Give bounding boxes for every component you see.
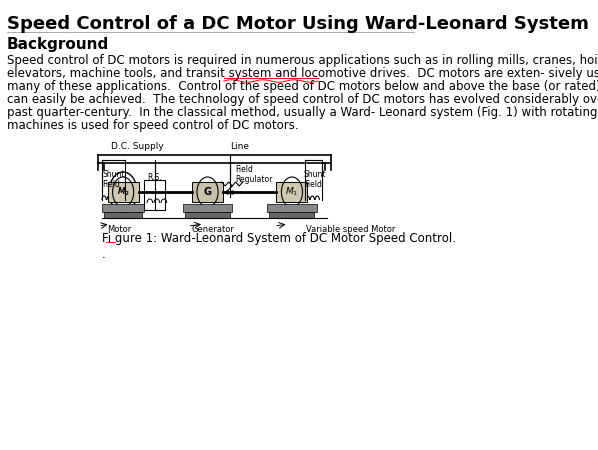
Bar xyxy=(108,182,139,202)
Text: .: . xyxy=(102,248,106,261)
Text: past quarter-century.  In the classical method, usually a Ward- Leonard system (: past quarter-century. In the classical m… xyxy=(7,106,597,119)
Text: Generator: Generator xyxy=(192,225,234,234)
Text: $M_2$: $M_2$ xyxy=(117,186,130,198)
Text: D.C. Supply: D.C. Supply xyxy=(111,142,164,151)
Text: Line: Line xyxy=(230,142,249,151)
Bar xyxy=(267,204,316,212)
Bar xyxy=(270,212,315,218)
Text: Motor: Motor xyxy=(108,225,132,234)
Bar xyxy=(104,212,142,218)
Text: Field
Regulator: Field Regulator xyxy=(236,165,273,184)
Text: R.S.: R.S. xyxy=(148,173,162,182)
Text: $M_2$: $M_2$ xyxy=(117,186,129,198)
Bar xyxy=(183,204,232,212)
Text: many of these applications.  Control of the speed of DC motors below and above t: many of these applications. Control of t… xyxy=(7,80,598,93)
Text: $M_1$: $M_1$ xyxy=(285,186,298,198)
Bar xyxy=(192,182,223,202)
Text: Variable speed Motor: Variable speed Motor xyxy=(306,225,395,234)
Bar xyxy=(276,182,307,202)
Bar xyxy=(144,180,165,210)
Text: can easily be achieved.  The technology of speed control of DC motors has evolve: can easily be achieved. The technology o… xyxy=(7,93,598,106)
Bar xyxy=(102,204,144,212)
Text: elevators, machine tools, and transit system and locomotive drives.  DC motors a: elevators, machine tools, and transit sy… xyxy=(7,67,598,80)
Text: Speed Control of a DC Motor Using Ward-Leonard System: Speed Control of a DC Motor Using Ward-L… xyxy=(7,15,589,33)
Text: Background: Background xyxy=(7,37,109,52)
Text: Shunt
Field: Shunt Field xyxy=(102,170,124,189)
Text: Shunt
Field: Shunt Field xyxy=(304,170,327,189)
Text: Fi gure 1: Ward-Leonard System of DC Motor Speed Control.: Fi gure 1: Ward-Leonard System of DC Mot… xyxy=(102,232,456,245)
Text: Speed control of DC motors is required in numerous applications such as in rolli: Speed control of DC motors is required i… xyxy=(7,54,598,67)
Text: machines is used for speed control of DC motors.: machines is used for speed control of DC… xyxy=(7,119,298,132)
Bar xyxy=(185,212,230,218)
Text: G: G xyxy=(203,187,212,197)
